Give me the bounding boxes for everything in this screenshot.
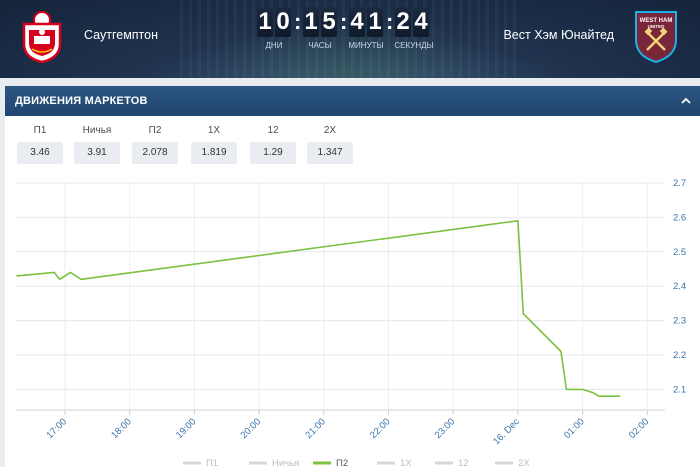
y-tick-label: 2.7 (673, 178, 686, 189)
days-digit-1: 1 (257, 7, 273, 37)
odd-value: 3.91 (74, 142, 120, 164)
y-tick-label: 2.6 (673, 212, 686, 223)
odd-label: П1 (33, 125, 47, 136)
crest-text-line-1: WEST HAM (640, 18, 673, 24)
x-tick-label: 16. Dec (491, 416, 522, 447)
days-digit-2: 0 (275, 7, 291, 37)
odd-label: 12 (267, 125, 279, 136)
panel-header[interactable]: ДВИЖЕНИЯ МАРКЕТОВ (5, 86, 700, 116)
hours-digit-1: 1 (303, 7, 319, 37)
match-header: Саутгемптон 1 0 : 1 5 : 4 1 : 2 4 ДНИ ЧА… (0, 0, 700, 78)
countdown-timer: 1 0 : 1 5 : 4 1 : 2 4 ДНИ ЧАСЫ МИНУТЫ СЕ… (257, 7, 443, 67)
seconds-digit-1: 2 (395, 7, 411, 37)
legend-item-label: 1X (400, 458, 412, 467)
west-ham-crest-icon: WEST HAM UNITED (635, 11, 677, 64)
minutes-label: МИНУТЫ (348, 41, 384, 50)
hours-digit-2: 5 (321, 7, 337, 37)
legend-item-label: Ничья (272, 458, 299, 467)
legend-item-label: П2 (336, 458, 348, 467)
minutes-digit-2: 1 (367, 7, 383, 37)
x-tick-label: 21:00 (303, 416, 328, 441)
chevron-up-icon[interactable] (680, 95, 692, 107)
odd-value: 2.078 (132, 142, 178, 164)
market-movement-panel: ДВИЖЕНИЯ МАРКЕТОВ П1 3.46 Ничья 3.91 П2 … (5, 86, 700, 467)
y-tick-label: 2.2 (673, 350, 686, 361)
x-tick-label: 01:00 (562, 416, 587, 441)
series-line-p2 (16, 220, 621, 398)
odd-12[interactable]: 12 1.29 (250, 123, 296, 164)
seconds-digit-2: 4 (413, 7, 429, 37)
days-label: ДНИ (265, 41, 283, 50)
timer-separator: : (294, 9, 302, 34)
odd-1x[interactable]: 1X 1.819 (191, 123, 237, 164)
panel-title: ДВИЖЕНИЯ МАРКЕТОВ (15, 95, 148, 107)
odd-value: 1.819 (191, 142, 237, 164)
timer-separator: : (386, 9, 394, 34)
odd-value: 1.347 (307, 142, 353, 164)
odd-label: 1X (207, 125, 221, 136)
x-tick-label: 17:00 (45, 416, 70, 441)
legend-item-label: 2X (518, 458, 530, 467)
odd-p2[interactable]: П2 2.078 (132, 123, 178, 164)
y-tick-label: 2.5 (673, 247, 686, 258)
x-tick-label: 23:00 (433, 416, 458, 441)
southampton-crest-icon (22, 11, 62, 64)
crest-text-line-2: UNITED (648, 24, 666, 29)
odds-row: П1 3.46 Ничья 3.91 П2 2.078 1X 1.819 12 … (5, 123, 405, 164)
legend-item-label: 12 (458, 458, 469, 467)
odd-value: 3.46 (17, 142, 63, 164)
home-team-name: Саутгемптон (84, 28, 158, 42)
market-movement-chart: 2.1 2.2 2.3 2.4 2.5 2.6 2.7 17:00 18:00 19:00 20:0… (16, 178, 686, 467)
timer-separator: : (340, 9, 348, 34)
odd-label: П2 (148, 125, 162, 136)
legend-item-label: П1 (206, 458, 218, 467)
x-tick-label: 20:00 (239, 416, 264, 441)
odd-label: 2X (323, 125, 337, 136)
x-tick-label: 18:00 (109, 416, 134, 441)
x-tick-label: 22:00 (368, 416, 393, 441)
odd-2x[interactable]: 2X 1.347 (307, 123, 353, 164)
odd-draw[interactable]: Ничья 3.91 (74, 123, 120, 164)
y-tick-label: 2.3 (673, 316, 686, 327)
minutes-digit-1: 4 (349, 7, 365, 37)
y-tick-label: 2.1 (673, 384, 686, 395)
x-tick-label: 19:00 (174, 416, 199, 441)
odd-p1[interactable]: П1 3.46 (17, 123, 63, 164)
y-tick-label: 2.4 (673, 281, 686, 292)
x-tick-label: 02:00 (627, 416, 652, 441)
seconds-label: СЕКУНДЫ (394, 41, 434, 50)
away-team-name: Вест Хэм Юнайтед (503, 28, 614, 42)
hours-label: ЧАСЫ (308, 41, 332, 50)
odd-value: 1.29 (250, 142, 296, 164)
odd-label: Ничья (82, 125, 112, 136)
